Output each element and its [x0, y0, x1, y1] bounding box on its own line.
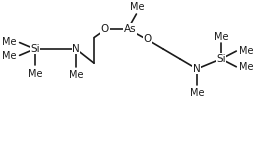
Text: Si: Si [30, 44, 40, 54]
Text: N: N [193, 64, 201, 74]
Text: As: As [124, 24, 136, 34]
Text: Me: Me [214, 32, 228, 42]
Text: O: O [143, 34, 151, 44]
Text: Si: Si [216, 54, 226, 64]
Text: Me: Me [190, 88, 204, 98]
Text: Me: Me [239, 62, 254, 73]
Text: Me: Me [2, 51, 16, 61]
Text: Me: Me [69, 70, 83, 80]
Text: Me: Me [28, 69, 42, 79]
Text: O: O [101, 24, 109, 34]
Text: Me: Me [130, 2, 144, 12]
Text: Me: Me [239, 46, 254, 56]
Text: N: N [72, 44, 80, 54]
Text: Me: Me [2, 37, 16, 47]
